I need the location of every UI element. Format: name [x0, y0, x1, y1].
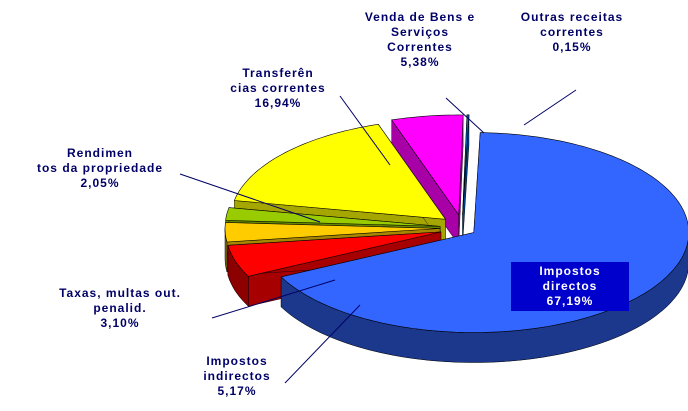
category-label: Impostos indirectos [203, 354, 271, 383]
leader-line [445, 97, 485, 134]
leader-line [523, 89, 577, 126]
slice-label: Outras receitas correntes 0,15% [521, 10, 623, 55]
leader-line [211, 279, 336, 319]
value-label: 5,17% [217, 384, 257, 398]
slice-label: Taxas, multas out. penalid. 3,10% [59, 286, 181, 331]
slice [233, 123, 447, 220]
slice-label: Rendimen tos da propriedade 2,05% [37, 146, 163, 191]
value-label: 16,94% [254, 96, 302, 110]
slice [224, 222, 441, 243]
slice [391, 114, 464, 216]
category-label: Impostos directos [539, 264, 601, 293]
category-label: Rendimen tos da propriedade [36, 146, 164, 175]
leader-line [179, 173, 321, 223]
category-label: Venda de Bens e Serviços Correntes [364, 10, 476, 54]
category-label: Outras receitas correntes [520, 10, 624, 39]
slice [462, 114, 470, 215]
slice-label: Impostos indirectos 5,17% [203, 354, 270, 399]
category-label: Transferên cias correntes [230, 66, 326, 95]
category-label: Taxas, multas out. penalid. [59, 286, 181, 315]
value-label: 2,05% [80, 176, 120, 190]
leader-line [339, 95, 391, 166]
value-label: 0,15% [552, 40, 592, 54]
value-label: 67,19% [546, 294, 594, 308]
slice-label: Venda de Bens e Serviços Correntes 5,38% [365, 10, 475, 70]
slice-label: Transferên cias correntes 16,94% [230, 66, 325, 111]
slice-label: Impostos directos 67,19% [511, 262, 629, 311]
slice [227, 231, 442, 277]
value-label: 3,10% [100, 316, 140, 330]
leader-line [284, 304, 361, 384]
value-label: 5,38% [400, 55, 440, 69]
slice [225, 207, 441, 227]
